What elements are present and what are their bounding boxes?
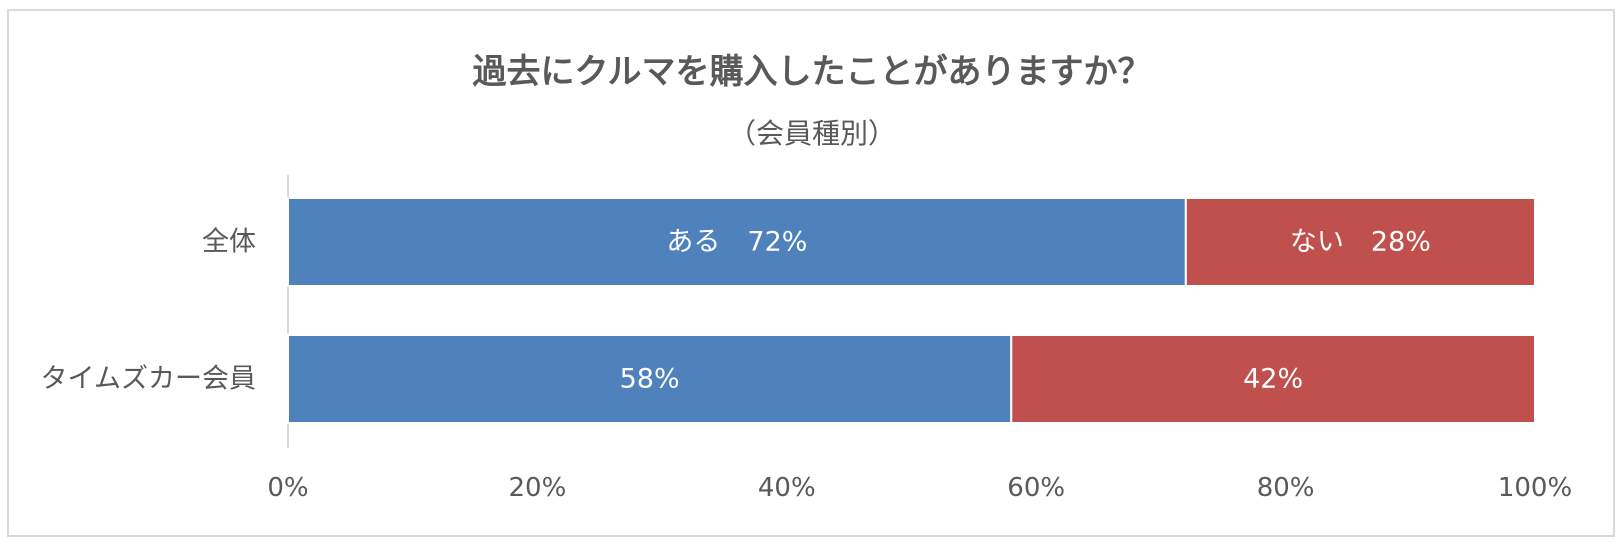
x-tick-label-5: 100% bbox=[1498, 473, 1572, 503]
category-label-0: 全体 bbox=[202, 227, 256, 258]
data-label-nai-1: 42% bbox=[1243, 364, 1303, 395]
bar-nai-1 bbox=[1010, 334, 1536, 424]
x-tick-label-3: 60% bbox=[1007, 473, 1065, 503]
x-tick-label-4: 80% bbox=[1257, 473, 1315, 503]
bar-aru-0 bbox=[287, 197, 1187, 287]
x-tick-label-2: 40% bbox=[758, 473, 816, 503]
bars-group: ある 72% ない 28% 58% 42% bbox=[287, 197, 1536, 424]
data-label-aru-0: ある 72% bbox=[666, 227, 807, 258]
category-label-1: タイムズカー会員 bbox=[41, 364, 256, 395]
data-label-nai-0: ない 28% bbox=[1290, 227, 1431, 258]
data-label-aru-1: 58% bbox=[620, 364, 680, 395]
x-tick-labels: 0% 20% 40% 60% 80% 100% bbox=[267, 473, 1572, 503]
x-tick-label-1: 20% bbox=[509, 473, 567, 503]
bar-nai-0 bbox=[1184, 197, 1536, 287]
chart-subtitle: （会員種別） bbox=[727, 117, 896, 150]
chart-title: 過去にクルマを購入したことがありますか？ bbox=[472, 52, 1152, 92]
x-tick-label-0: 0% bbox=[267, 473, 308, 503]
bar-aru-1 bbox=[287, 334, 1013, 424]
